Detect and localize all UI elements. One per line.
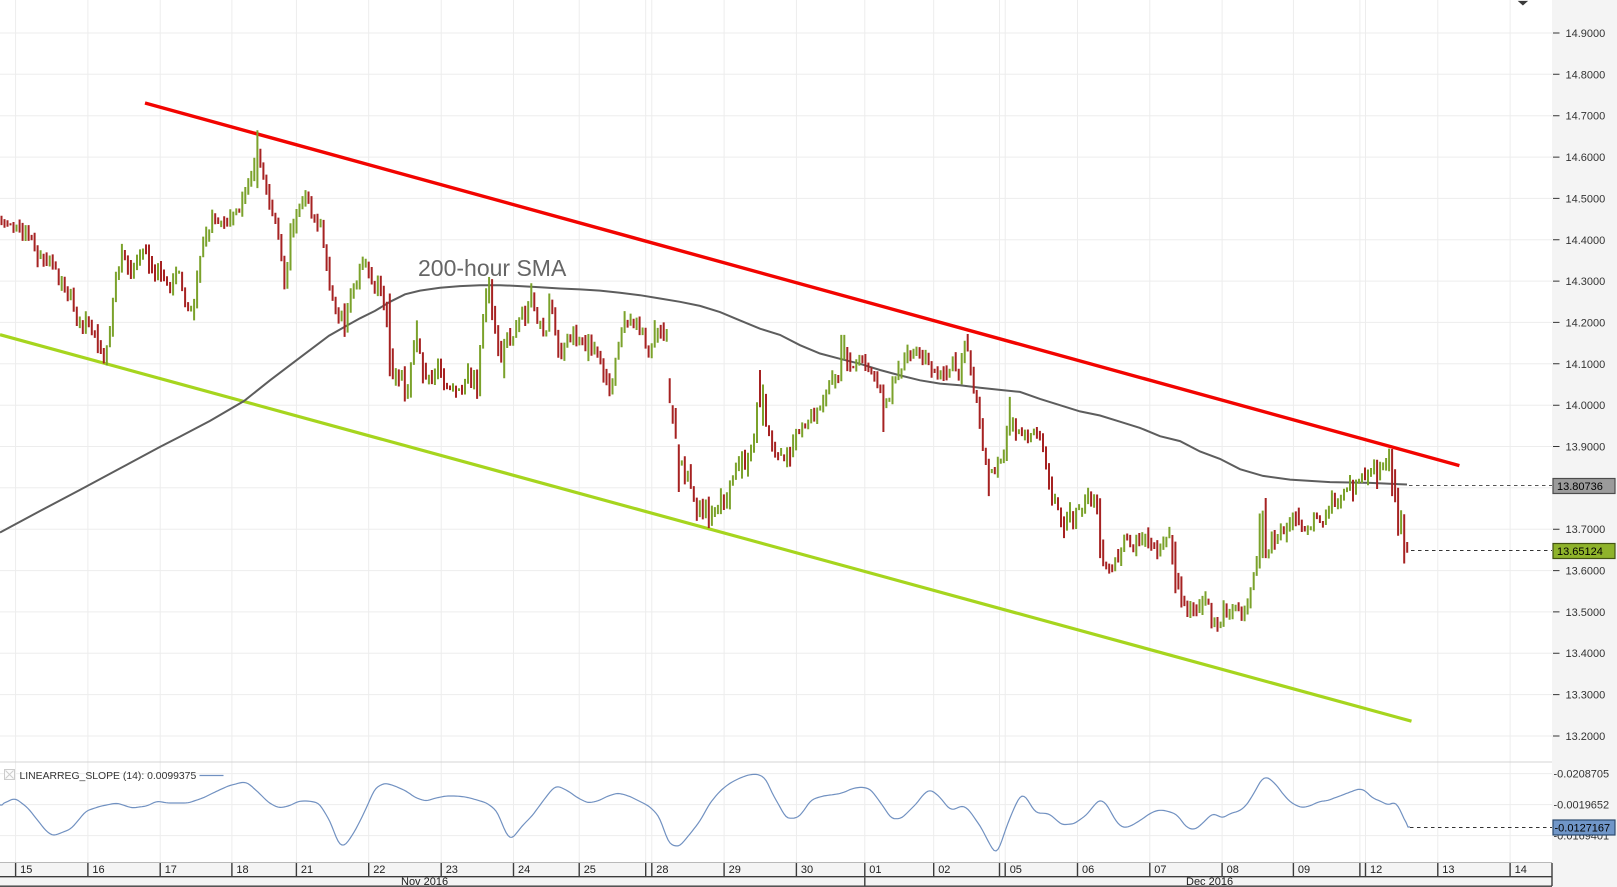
svg-text:14.5000: 14.5000	[1566, 193, 1606, 205]
svg-text:13: 13	[1442, 864, 1454, 876]
svg-text:01: 01	[869, 864, 881, 876]
svg-text:Nov 2016: Nov 2016	[401, 876, 448, 887]
svg-text:13.80736: 13.80736	[1557, 481, 1603, 493]
svg-text:13.3000: 13.3000	[1566, 690, 1606, 702]
svg-text:13.9000: 13.9000	[1566, 442, 1606, 454]
svg-text:14.3000: 14.3000	[1566, 276, 1606, 288]
svg-text:13.7000: 13.7000	[1566, 524, 1606, 536]
svg-text:06: 06	[1082, 864, 1094, 876]
svg-text:14.1000: 14.1000	[1566, 359, 1606, 371]
svg-text:14.8000: 14.8000	[1566, 69, 1606, 81]
svg-text:13.65124: 13.65124	[1557, 546, 1603, 558]
svg-text:14.2000: 14.2000	[1566, 317, 1606, 329]
svg-text:-0.0127167: -0.0127167	[1555, 823, 1611, 835]
svg-text:13.4000: 13.4000	[1566, 648, 1606, 660]
svg-text:16: 16	[92, 864, 104, 876]
svg-text:LINEARREG_SLOPE (14): 0.009937: LINEARREG_SLOPE (14): 0.0099375	[20, 771, 197, 782]
svg-text:29: 29	[729, 864, 741, 876]
svg-text:14: 14	[1515, 864, 1527, 876]
svg-text:30: 30	[801, 864, 813, 876]
svg-text:14.9000: 14.9000	[1566, 28, 1606, 40]
svg-text:22: 22	[373, 864, 385, 876]
svg-text:14.4000: 14.4000	[1566, 235, 1606, 247]
svg-text:24: 24	[518, 864, 530, 876]
svg-text:Dec 2016: Dec 2016	[1186, 876, 1233, 887]
svg-text:28: 28	[656, 864, 668, 876]
svg-text:08: 08	[1227, 864, 1239, 876]
svg-text:17: 17	[165, 864, 177, 876]
svg-text:25: 25	[584, 864, 596, 876]
svg-text:13.2000: 13.2000	[1566, 731, 1606, 743]
svg-text:13.6000: 13.6000	[1566, 566, 1606, 578]
svg-text:14.0000: 14.0000	[1566, 400, 1606, 412]
svg-text:14.7000: 14.7000	[1566, 111, 1606, 123]
svg-text:-0.0019652: -0.0019652	[1554, 800, 1610, 812]
svg-text:12: 12	[1370, 864, 1382, 876]
svg-text:05: 05	[1010, 864, 1022, 876]
svg-text:23: 23	[446, 864, 458, 876]
svg-text:13.5000: 13.5000	[1566, 607, 1606, 619]
svg-text:15: 15	[20, 864, 32, 876]
svg-text:09: 09	[1298, 864, 1310, 876]
svg-text:21: 21	[301, 864, 313, 876]
svg-text:200-hour SMA: 200-hour SMA	[418, 255, 567, 281]
svg-text:07: 07	[1154, 864, 1166, 876]
svg-text:-0.0208705: -0.0208705	[1554, 769, 1610, 781]
svg-text:02: 02	[938, 864, 950, 876]
svg-text:18: 18	[236, 864, 248, 876]
svg-text:14.6000: 14.6000	[1566, 152, 1606, 164]
